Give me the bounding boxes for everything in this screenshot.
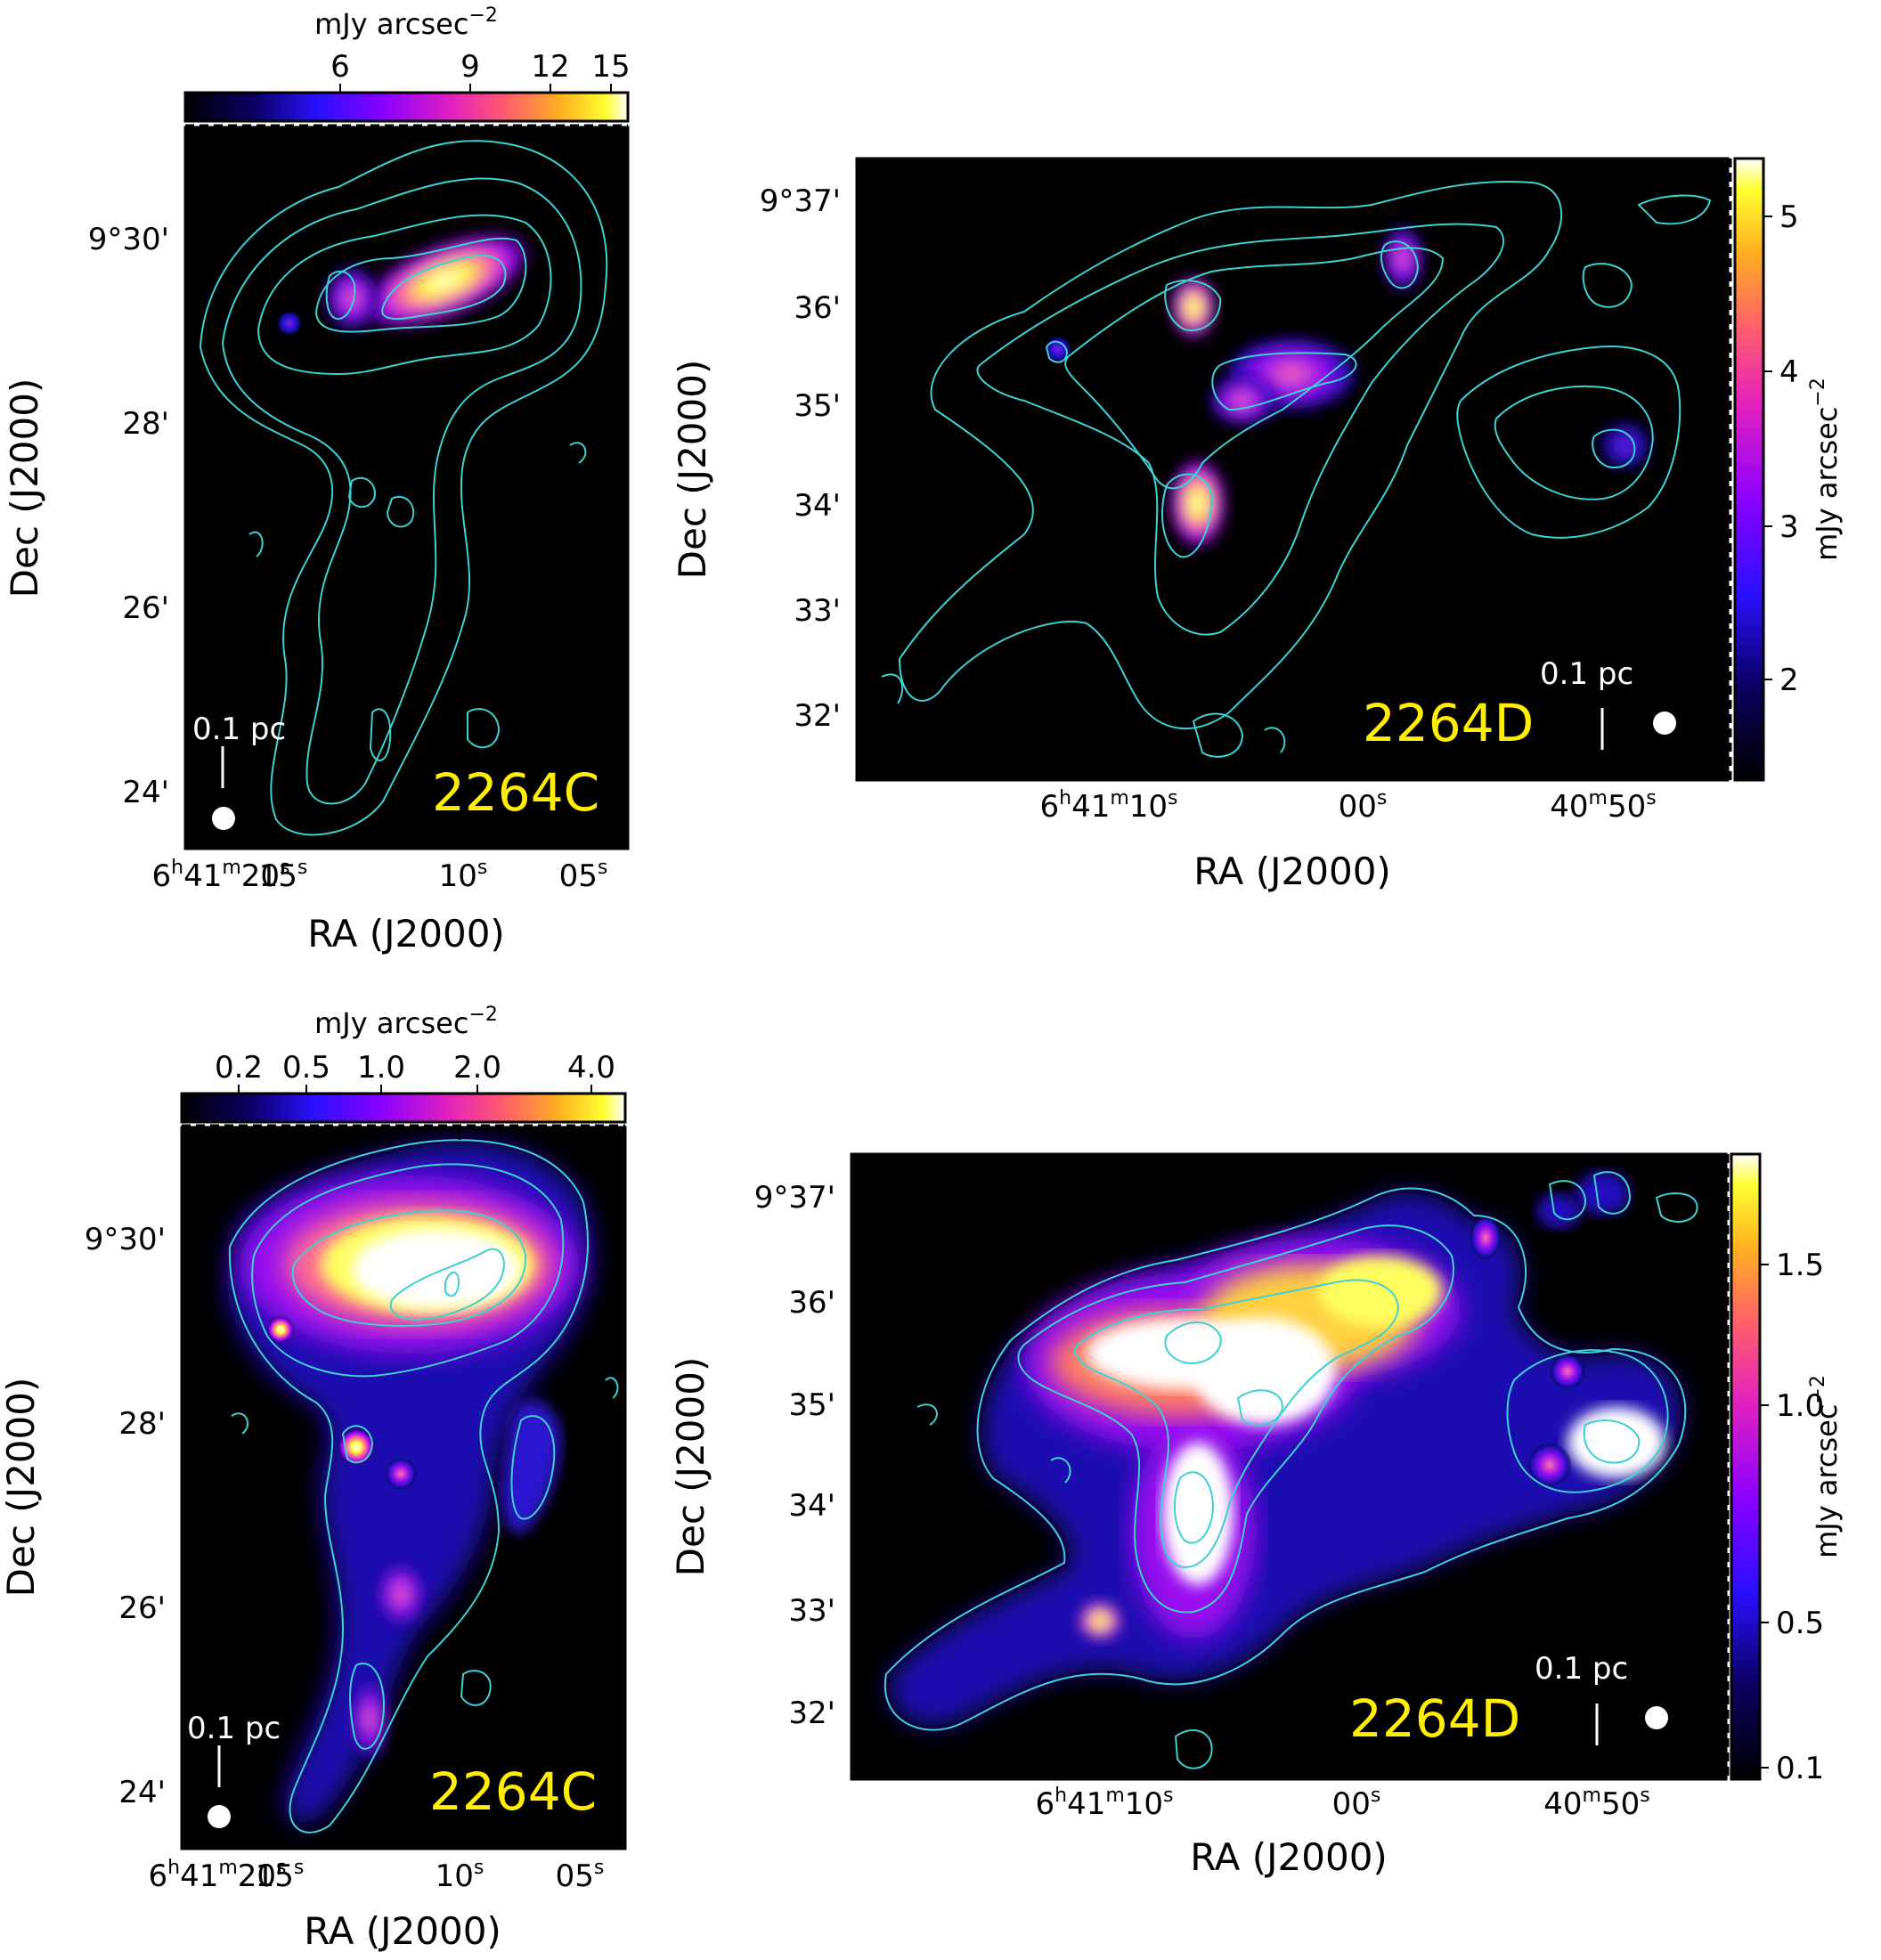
xlabel-1: RA (J2000) xyxy=(307,912,505,956)
colorbar-tick-label: 2.0 xyxy=(453,1050,501,1086)
colorbar-tick-label: 6 xyxy=(330,49,350,85)
x-tick-label: 00s xyxy=(1332,1785,1381,1822)
region-label-4: 2264D xyxy=(1349,1688,1520,1749)
axes-frame-2 xyxy=(855,157,1730,782)
ylabel-1: Dec (J2000) xyxy=(3,378,46,598)
scale-label-2: 0.1 pc xyxy=(1540,656,1633,692)
beam-1 xyxy=(212,807,235,830)
y-tick-label: 36' xyxy=(788,1285,835,1321)
y-tick-label: 34' xyxy=(788,1488,835,1524)
contours-2 xyxy=(881,181,1712,758)
heatmap-4 xyxy=(884,1171,1698,1769)
y-tick-label: 35' xyxy=(788,1387,835,1423)
colorbar-tick-label: 1.5 xyxy=(1776,1248,1824,1283)
axes-frame-3 xyxy=(180,1126,627,1850)
x-tick-label: 15s xyxy=(259,857,308,894)
colorbar-2-label: mJy arcsec−2 xyxy=(1807,378,1844,561)
colorbar-tick-label: 0.2 xyxy=(215,1050,263,1086)
axes-frame-4 xyxy=(850,1152,1728,1781)
y-tick-label: 24' xyxy=(122,775,169,810)
x-tick-label: 40m50s xyxy=(1543,1785,1649,1822)
x-tick-label: 6h41m10s xyxy=(1039,787,1177,825)
y-tick-label: 36' xyxy=(794,290,841,326)
ylabel-4: Dec (J2000) xyxy=(669,1357,712,1577)
y-tick-label: 32' xyxy=(788,1696,835,1731)
y-tick-label: 9°30' xyxy=(88,222,169,257)
y-tick-label: 28' xyxy=(122,406,169,442)
colorbar-4: 1.5 1.0 0.5 0.1 mJy arcsec−2 xyxy=(1726,1152,1844,1786)
x-tick-label: 40m50s xyxy=(1550,787,1656,825)
colorbar-3: mJy arcsec−2 0.2 0.5 1.0 2.0 4.0 xyxy=(180,1004,627,1127)
panel-2: 0.1 pc 2264D 6h41m10s 00s 40m50s9°37'36'35… xyxy=(671,157,1844,893)
ylabel-3: Dec (J2000) xyxy=(0,1378,43,1598)
xlabel-2: RA (J2000) xyxy=(1193,850,1391,893)
scale-label-3: 0.1 pc xyxy=(187,1711,281,1746)
contours-1 xyxy=(199,140,608,836)
x-tick-label: 15s xyxy=(256,1857,305,1894)
contours-3 xyxy=(228,1139,619,1834)
panel-1: mJy arcsec−2 6 9 12 15 xyxy=(3,4,631,956)
beam-4 xyxy=(1645,1706,1668,1729)
heatmap-3 xyxy=(208,1139,619,1834)
colorbar-tick-label: 9 xyxy=(460,49,480,85)
colorbar-tick-label: 0.5 xyxy=(282,1050,330,1086)
panel-3: mJy arcsec−2 0.2 0.5 1.0 2.0 4.0 xyxy=(0,1004,627,1953)
colorbar-tick-label: 4 xyxy=(1779,354,1799,390)
y-tick-label: 34' xyxy=(794,488,841,524)
y-tick-label: 9°37' xyxy=(760,183,841,219)
y-tick-label: 28' xyxy=(118,1406,166,1442)
scale-label-1: 0.1 pc xyxy=(192,712,286,747)
region-label-2: 2264D xyxy=(1363,693,1534,753)
colorbar-tick-label: 2 xyxy=(1779,663,1799,698)
colorbar-tick-label: 1.0 xyxy=(1776,1388,1824,1424)
ylabel-2: Dec (J2000) xyxy=(671,360,714,580)
y-tick-label: 26' xyxy=(122,590,169,626)
colorbar-tick-label: 0.5 xyxy=(1776,1606,1824,1641)
x-tick-label: 00s xyxy=(1339,787,1388,825)
x-tick-label: 05s xyxy=(556,1857,605,1894)
y-tick-label: 9°37' xyxy=(754,1180,835,1216)
x-tick-label: 6h41m20s xyxy=(148,1857,286,1894)
heatmap-2-background xyxy=(857,159,1728,780)
x-tick-label: 6h41m20s xyxy=(151,857,289,894)
colorbar-tick-label: 5 xyxy=(1779,199,1799,235)
colorbar-tick-label: 1.0 xyxy=(357,1050,405,1086)
colorbar-tick-label: 15 xyxy=(591,49,630,85)
region-label-3: 2264C xyxy=(429,1761,597,1822)
colorbar-1: mJy arcsec−2 6 9 12 15 xyxy=(183,4,631,127)
x-tick-label: 10s xyxy=(436,1857,484,1894)
xlabel-4: RA (J2000) xyxy=(1190,1835,1388,1879)
colorbar-4-label: mJy arcsec−2 xyxy=(1807,1375,1844,1558)
colorbar-1-label: mJy arcsec−2 xyxy=(314,4,498,41)
x-tick-label: 10s xyxy=(439,857,488,894)
contours-4 xyxy=(884,1171,1698,1769)
heatmap-2 xyxy=(881,181,1712,758)
colorbar-2: 5 4 3 2 mJy arcsec−2 xyxy=(1729,157,1844,782)
beam-2 xyxy=(1653,712,1676,735)
colorbar-tick-label: 4.0 xyxy=(567,1050,615,1086)
beam-3 xyxy=(208,1805,231,1828)
y-tick-label: 32' xyxy=(794,698,841,734)
y-tick-label: 24' xyxy=(118,1775,166,1810)
y-tick-label: 33' xyxy=(794,593,841,629)
colorbar-tick-label: 3 xyxy=(1779,509,1799,545)
colorbar-tick-label: 12 xyxy=(531,49,569,85)
colorbar-3-label: mJy arcsec−2 xyxy=(314,1004,498,1040)
heatmap-1-background xyxy=(185,127,628,849)
x-tick-label: 6h41m10s xyxy=(1035,1785,1173,1822)
x-tick-label: 05s xyxy=(559,857,608,894)
y-tick-label: 9°30' xyxy=(85,1222,166,1257)
scale-label-4: 0.1 pc xyxy=(1535,1651,1628,1687)
axes-frame-1 xyxy=(183,126,630,850)
y-tick-label: 26' xyxy=(118,1590,166,1626)
panel-4: 0.1 pc 2264D 6h41m10s 00s 40m50s 9°37' 36' 35… xyxy=(669,1152,1844,1879)
xlabel-3: RA (J2000) xyxy=(304,1909,501,1953)
heatmap-1 xyxy=(199,140,608,836)
y-tick-label: 33' xyxy=(788,1593,835,1629)
y-tick-label: 35' xyxy=(794,388,841,424)
region-label-1: 2264C xyxy=(432,762,599,823)
colorbar-tick-label: 0.1 xyxy=(1776,1751,1824,1786)
